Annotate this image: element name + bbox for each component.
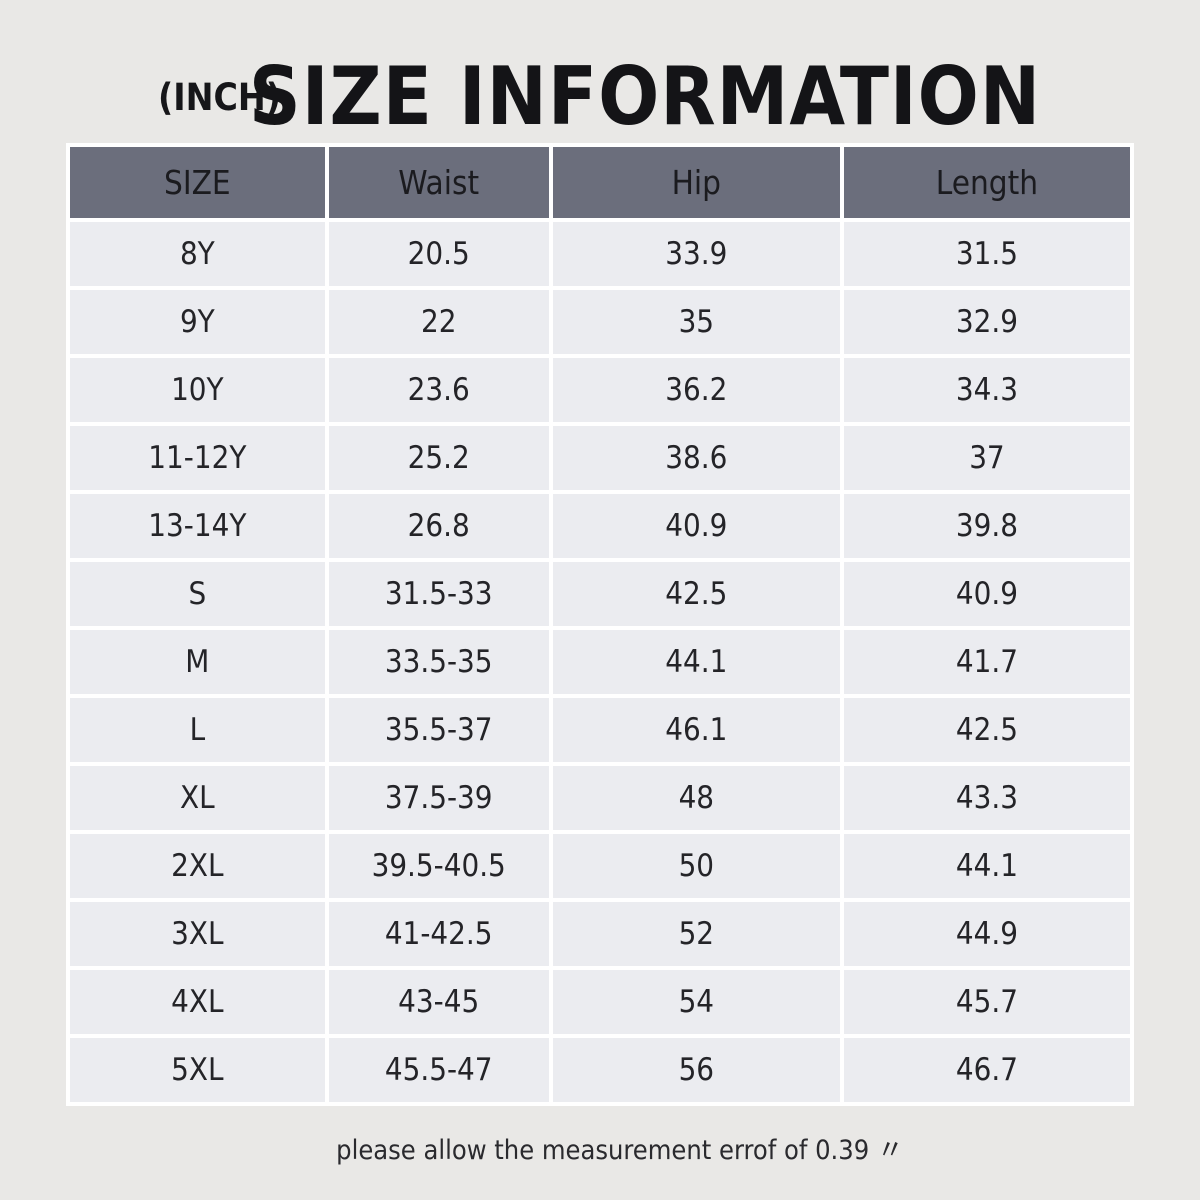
cell-hip: 50: [552, 834, 840, 898]
cell-size: M: [70, 630, 325, 694]
table-row: L 35.5-37 46.1 42.5: [70, 698, 1130, 762]
cell-waist: 26.8: [328, 494, 549, 558]
cell-hip: 54: [552, 970, 840, 1034]
cell-length: 34.3: [843, 358, 1130, 422]
cell-length: 31.5: [843, 222, 1130, 286]
cell-size: 13-14Y: [70, 494, 325, 558]
cell-length: 41.7: [843, 630, 1130, 694]
table-row: XL 37.5-39 48 43.3: [70, 766, 1130, 830]
cell-length: 40.9: [843, 562, 1130, 626]
column-header-length: Length: [843, 147, 1130, 218]
cell-length: 42.5: [843, 698, 1130, 762]
cell-waist: 22: [328, 290, 549, 354]
column-header-hip: Hip: [552, 147, 840, 218]
cell-hip: 46.1: [552, 698, 840, 762]
table-row: S 31.5-33 42.5 40.9: [70, 562, 1130, 626]
size-table: SIZE Waist Hip Length 8Y 20.5 33.9 31.5 9Y 22…: [66, 143, 1134, 1106]
table-row: 2XL 39.5-40.5 50 44.1: [70, 834, 1130, 898]
size-table-body: 8Y 20.5 33.9 31.5 9Y 22 35 32.9 10Y 23.6 36.2 34.3 1…: [70, 222, 1130, 1102]
cell-size: S: [70, 562, 325, 626]
cell-size: 3XL: [70, 902, 325, 966]
table-row: 3XL 41-42.5 52 44.9: [70, 902, 1130, 966]
cell-hip: 36.2: [552, 358, 840, 422]
cell-size: 2XL: [70, 834, 325, 898]
cell-length: 39.8: [843, 494, 1130, 558]
cell-length: 44.1: [843, 834, 1130, 898]
cell-size: 5XL: [70, 1038, 325, 1102]
cell-waist: 45.5-47: [328, 1038, 549, 1102]
cell-waist: 25.2: [328, 426, 549, 490]
unit-label: (INCH): [158, 76, 281, 119]
cell-hip: 33.9: [552, 222, 840, 286]
cell-length: 37: [843, 426, 1130, 490]
cell-size: XL: [70, 766, 325, 830]
table-header-row: SIZE Waist Hip Length: [70, 147, 1130, 218]
cell-hip: 44.1: [552, 630, 840, 694]
cell-waist: 23.6: [328, 358, 549, 422]
cell-hip: 40.9: [552, 494, 840, 558]
cell-waist: 43-45: [328, 970, 549, 1034]
cell-size: 8Y: [70, 222, 325, 286]
cell-length: 44.9: [843, 902, 1130, 966]
cell-length: 43.3: [843, 766, 1130, 830]
cell-length: 45.7: [843, 970, 1130, 1034]
cell-waist: 31.5-33: [328, 562, 549, 626]
cell-hip: 38.6: [552, 426, 840, 490]
table-row: 5XL 45.5-47 56 46.7: [70, 1038, 1130, 1102]
cell-hip: 56: [552, 1038, 840, 1102]
cell-size: 9Y: [70, 290, 325, 354]
cell-size: 10Y: [70, 358, 325, 422]
cell-waist: 41-42.5: [328, 902, 549, 966]
table-row: 9Y 22 35 32.9: [70, 290, 1130, 354]
title-area: (INCH) SIZE INFORMATION: [0, 0, 1200, 143]
table-row: 10Y 23.6 36.2 34.3: [70, 358, 1130, 422]
cell-waist: 39.5-40.5: [328, 834, 549, 898]
table-row: 8Y 20.5 33.9 31.5: [70, 222, 1130, 286]
cell-size: 11-12Y: [70, 426, 325, 490]
table-row: 13-14Y 26.8 40.9 39.8: [70, 494, 1130, 558]
cell-size: L: [70, 698, 325, 762]
cell-size: 4XL: [70, 970, 325, 1034]
column-header-waist: Waist: [328, 147, 549, 218]
table-row: 11-12Y 25.2 38.6 37: [70, 426, 1130, 490]
cell-hip: 35: [552, 290, 840, 354]
table-row: M 33.5-35 44.1 41.7: [70, 630, 1130, 694]
cell-hip: 42.5: [552, 562, 840, 626]
cell-waist: 37.5-39: [328, 766, 549, 830]
cell-length: 32.9: [843, 290, 1130, 354]
table-row: 4XL 43-45 54 45.7: [70, 970, 1130, 1034]
cell-waist: 35.5-37: [328, 698, 549, 762]
column-header-size: SIZE: [70, 147, 325, 218]
measurement-error-note: please allow the measurement errof of 0.…: [336, 1135, 904, 1166]
cell-hip: 48: [552, 766, 840, 830]
cell-hip: 52: [552, 902, 840, 966]
page-title: SIZE INFORMATION: [248, 50, 1042, 143]
cell-waist: 33.5-35: [328, 630, 549, 694]
cell-waist: 20.5: [328, 222, 549, 286]
cell-length: 46.7: [843, 1038, 1130, 1102]
